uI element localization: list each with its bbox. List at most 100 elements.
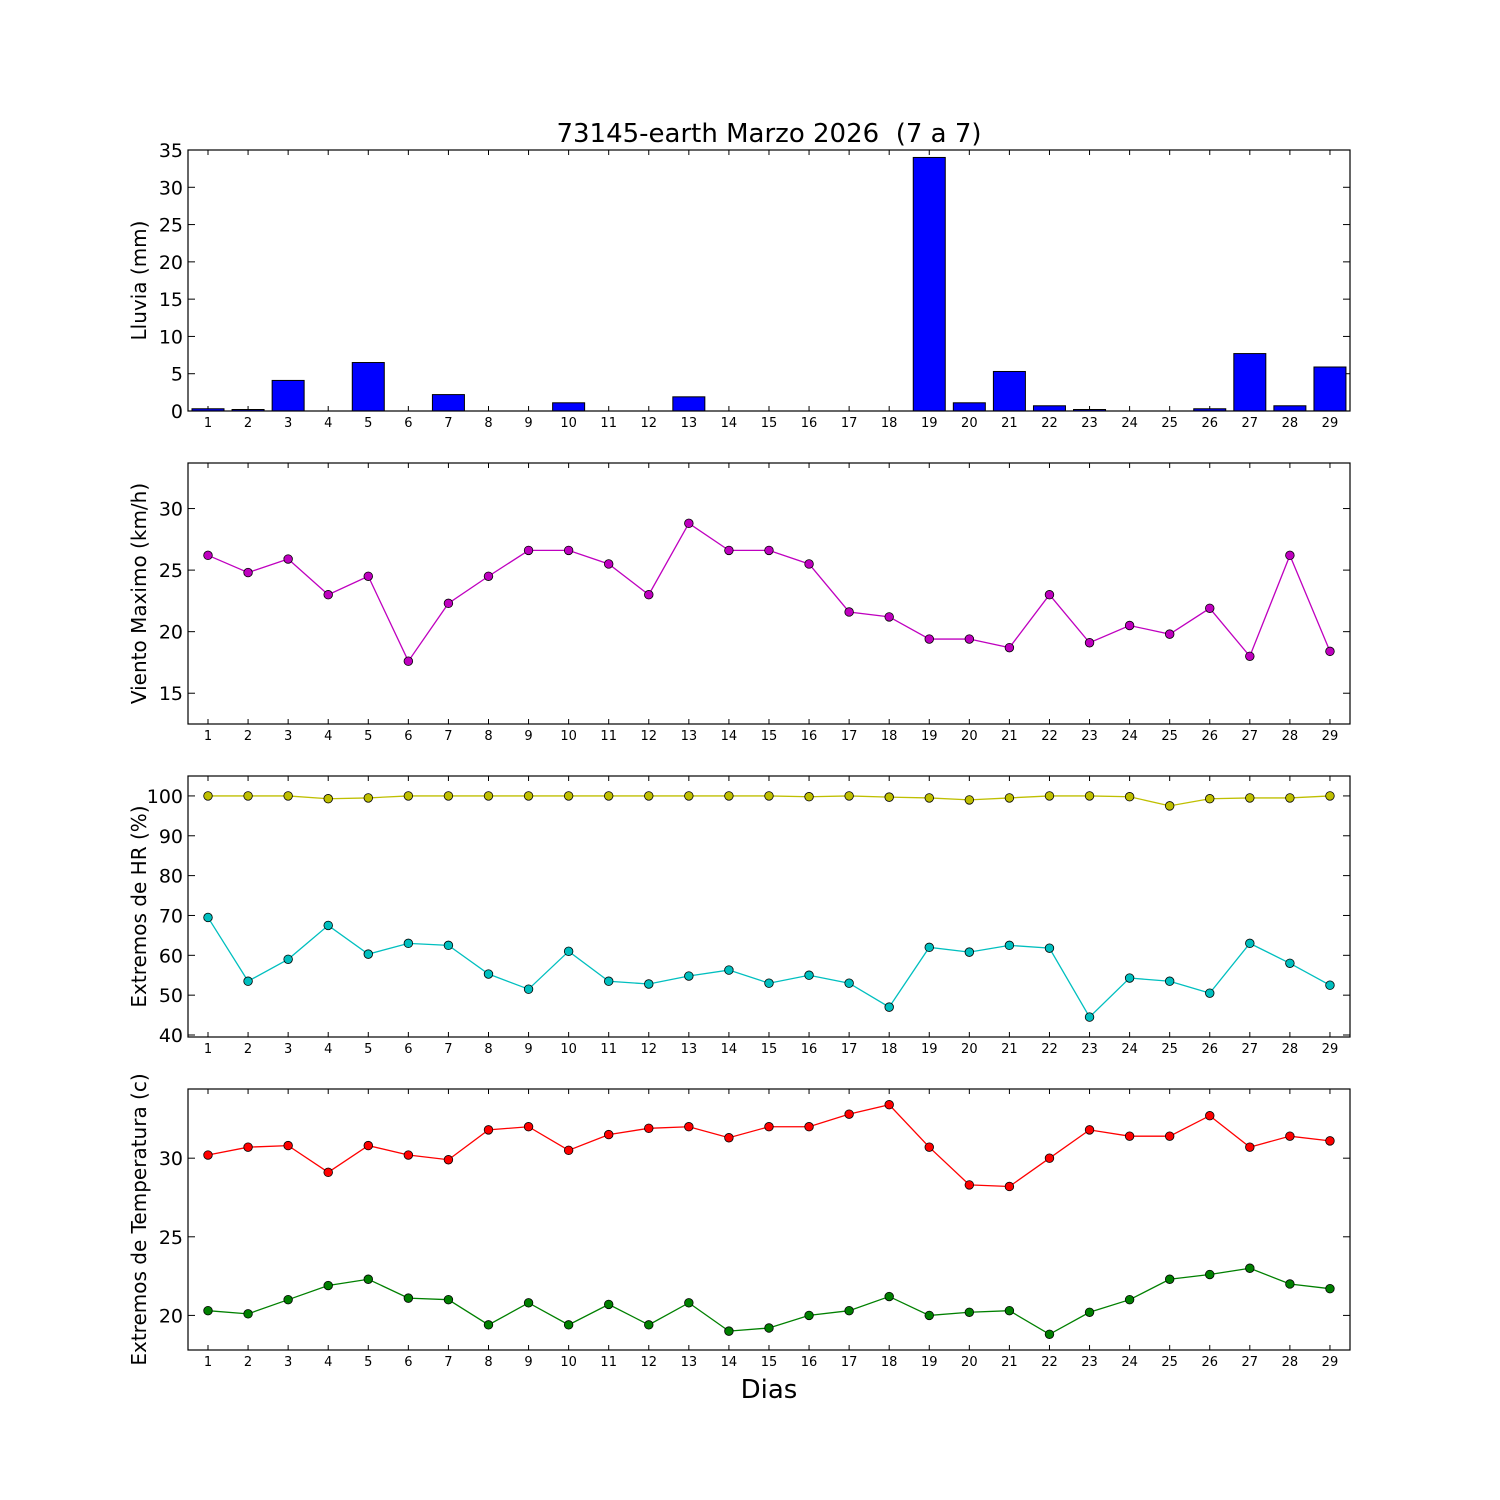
x-tick-label: 1: [204, 416, 212, 431]
y-tick-label: 10: [159, 326, 183, 348]
data-point: [604, 791, 614, 801]
x-tick-label: 2: [244, 1355, 252, 1370]
x-tick-label: 1: [204, 1355, 212, 1370]
data-point: [203, 912, 213, 923]
bar: [1032, 405, 1066, 412]
data-point: [964, 947, 975, 957]
series-hr-max: [203, 791, 1335, 811]
x-tick-label: 25: [1161, 729, 1178, 744]
x-tick-label: 5: [364, 1042, 372, 1057]
x-tick-label: 11: [600, 1042, 617, 1057]
bar: [1273, 405, 1307, 412]
plot-frame: [187, 1088, 1351, 1351]
x-tick-label: 12: [640, 416, 657, 431]
data-point: [604, 976, 614, 986]
data-point: [243, 976, 253, 986]
data-point: [804, 792, 814, 802]
x-tick-label: 7: [444, 1355, 452, 1370]
bar: [1313, 366, 1347, 412]
data-point: [724, 545, 734, 556]
y-tick-label: 30: [159, 1148, 183, 1170]
data-point: [523, 791, 534, 801]
x-tick-label: 16: [801, 1355, 818, 1370]
x-tick-label: 1: [204, 729, 212, 744]
data-point: [724, 791, 734, 801]
x-tick-label: 19: [921, 729, 938, 744]
data-point: [1245, 1263, 1255, 1273]
data-point: [243, 791, 253, 801]
x-tick-label: 2: [244, 1042, 252, 1057]
x-tick-label: 24: [1121, 729, 1138, 744]
x-tick-label: 4: [324, 1355, 332, 1370]
x-tick-label: 17: [841, 729, 858, 744]
x-tick-label: 26: [1201, 1042, 1218, 1057]
x-tick-label: 29: [1322, 416, 1339, 431]
x-tick-label: 18: [881, 1042, 898, 1057]
data-point: [1164, 976, 1175, 986]
x-tick-label: 9: [524, 729, 532, 744]
data-point: [1205, 794, 1215, 804]
x-tick-label: 26: [1201, 729, 1218, 744]
data-point: [1285, 550, 1295, 561]
x-tick-label: 20: [961, 1355, 978, 1370]
data-point: [323, 794, 333, 804]
x-tick-label: 10: [560, 1355, 577, 1370]
data-point: [1205, 988, 1215, 998]
data-point: [1044, 791, 1055, 801]
data-point: [964, 1180, 975, 1190]
data-point: [684, 518, 694, 529]
y-tick-label: 60: [159, 945, 183, 967]
x-tick-label: 4: [324, 416, 332, 431]
x-tick-label: 22: [1041, 1042, 1058, 1057]
x-tick-label: 15: [761, 416, 778, 431]
data-point: [924, 793, 934, 803]
data-point: [403, 1293, 414, 1303]
x-tick-label: 18: [881, 729, 898, 744]
data-point: [1124, 620, 1135, 631]
x-tick-label: 4: [324, 729, 332, 744]
y-tick-label: 35: [159, 140, 183, 162]
data-point: [1245, 651, 1255, 661]
data-point: [1164, 1274, 1175, 1284]
data-point: [1205, 1111, 1215, 1121]
data-point: [724, 965, 734, 975]
x-tick-label: 21: [1001, 729, 1018, 744]
data-point: [1124, 1294, 1135, 1305]
bar: [1233, 353, 1267, 412]
x-tick-label: 7: [444, 416, 452, 431]
y-tick-label: 20: [159, 622, 183, 644]
data-point: [764, 791, 774, 801]
data-point: [563, 1145, 574, 1156]
data-point: [283, 791, 293, 801]
x-tick-label: 2: [244, 729, 252, 744]
data-point: [363, 1140, 373, 1151]
data-point: [964, 634, 975, 644]
data-point: [283, 554, 293, 564]
x-tick-label: 1: [204, 1042, 212, 1057]
data-point: [1164, 629, 1175, 639]
x-tick-label: 19: [921, 1042, 938, 1057]
x-tick-label: 21: [1001, 416, 1018, 431]
x-tick-label: 7: [444, 1042, 452, 1057]
data-point: [323, 920, 333, 931]
data-point: [1325, 791, 1335, 801]
data-point: [844, 607, 854, 617]
data-point: [243, 567, 253, 578]
x-tick-label: 17: [841, 416, 858, 431]
data-point: [764, 545, 774, 556]
data-point: [523, 1298, 534, 1308]
x-tick-label: 21: [1001, 1042, 1018, 1057]
data-point: [884, 1100, 894, 1110]
data-point: [1004, 1181, 1015, 1192]
y-tick-label: 20: [159, 1305, 183, 1327]
data-point: [283, 1294, 293, 1305]
data-point: [1245, 1142, 1255, 1152]
plot-frame: [187, 775, 1351, 1038]
data-point: [764, 978, 774, 988]
bar: [552, 402, 586, 412]
x-tick-label: 8: [484, 1042, 492, 1057]
data-point: [563, 791, 574, 801]
data-point: [283, 1140, 293, 1151]
bar: [672, 396, 706, 412]
